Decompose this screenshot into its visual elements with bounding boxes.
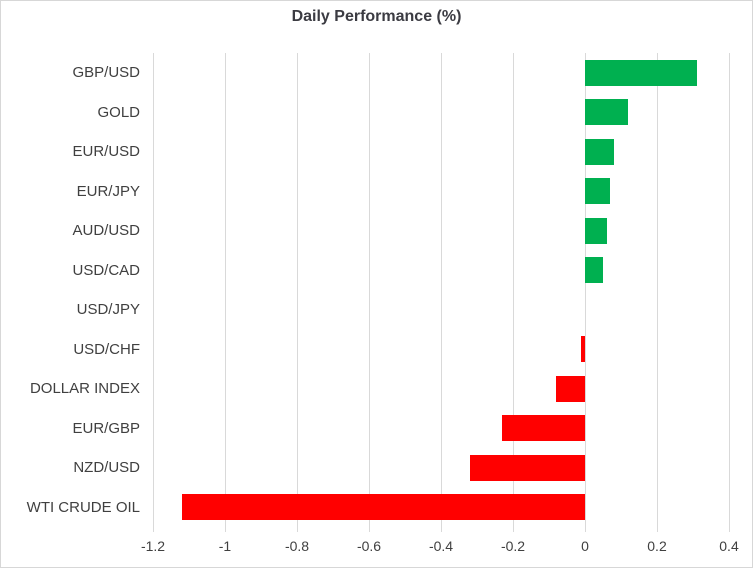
bar-dollar-index [556,375,585,402]
axis-tick [225,527,226,532]
bar-nzd-usd [469,454,585,481]
bar-gold [585,99,629,126]
axis-tick [513,527,514,532]
category-label: EUR/GBP [72,419,140,437]
category-label: GBP/USD [72,64,140,82]
gridline [441,53,442,527]
category-label: GOLD [97,103,140,121]
gridline [729,53,730,527]
bar-wti-crude-oil [181,494,585,521]
x-tick-label: -0.2 [500,538,526,554]
category-label: NZD/USD [73,459,140,477]
x-tick-label: 0 [581,538,589,554]
x-tick-label: -0.6 [356,538,382,554]
axis-tick [369,527,370,532]
axis-tick [585,527,586,532]
bar-eur-gbp [502,415,585,442]
gridline [585,53,586,527]
x-tick-label: -0.4 [428,538,454,554]
bar-eur-jpy [585,178,611,205]
plot-area [153,53,730,532]
x-tick-label: -1.2 [140,538,166,554]
gridline [153,53,154,527]
bar-gbp-usd [585,59,697,86]
x-tick-label: 0.4 [719,538,739,554]
gridline [297,53,298,527]
x-tick-label: -1 [218,538,232,554]
axis-tick [153,527,154,532]
axis-tick [657,527,658,532]
chart-title: Daily Performance (%) [291,8,462,25]
bar-usd-cad [585,257,603,284]
category-label: WTI CRUDE OIL [26,498,140,516]
category-label: EUR/JPY [76,182,140,200]
axis-tick [729,527,730,532]
bar-usd-chf [581,336,585,363]
x-tick-label: 0.2 [647,538,667,554]
axis-tick [441,527,442,532]
category-label: USD/CAD [72,261,140,279]
axis-tick [297,527,298,532]
gridline [225,53,226,527]
bar-eur-usd [585,138,614,165]
gridline [513,53,514,527]
category-label: AUD/USD [72,222,140,240]
gridline [657,53,658,527]
category-label: USD/CHF [73,340,140,358]
category-label: USD/JPY [76,301,140,319]
category-label: EUR/USD [72,143,140,161]
x-tick-label: -0.8 [284,538,310,554]
category-label: DOLLAR INDEX [29,380,140,398]
bar-aud-usd [585,217,607,244]
gridline [369,53,370,527]
